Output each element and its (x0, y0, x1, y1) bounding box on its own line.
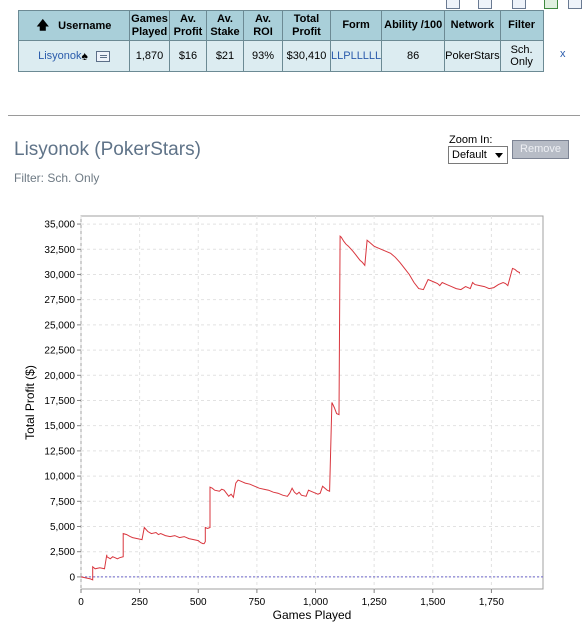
y-tick-label: 25,000 (44, 320, 75, 331)
header-form[interactable]: Form (329, 10, 383, 41)
table-row: Lisyonok♠ 1,870 $16 $21 93% $30,410 LLPL… (18, 40, 544, 72)
y-axis: 0 2,500 5,000 7,500 10,000 12,500 15,000 17,500… (44, 220, 81, 583)
y-tick-label: 15,000 (44, 421, 75, 432)
remove-row-link[interactable]: x (560, 48, 566, 60)
x-tick-label: 750 (249, 597, 266, 608)
copy-icon[interactable] (512, 0, 526, 9)
y-tick-label: 35,000 (44, 220, 75, 231)
header-username: Username (58, 19, 112, 32)
header-total-line2: Profit (292, 25, 321, 38)
header-total-profit[interactable]: Total Profit (282, 10, 331, 41)
y-axis-label: Total Profit ($) (23, 365, 37, 440)
y-tick-label: 0 (69, 572, 75, 583)
y-tick-label: 27,500 (44, 295, 75, 306)
refresh-icon[interactable] (544, 0, 558, 9)
poker-site-icon: ♠ (81, 49, 88, 63)
y-tick-label: 20,000 (44, 371, 75, 382)
save-icon[interactable] (568, 0, 582, 9)
chevron-down-icon[interactable] (495, 153, 503, 158)
series-line (80, 235, 520, 581)
zoom-value: Default (452, 149, 487, 161)
form-value[interactable]: LLPLLLLL (329, 40, 383, 72)
remove-button[interactable]: Remove (512, 140, 569, 159)
y-tick-label: 22,500 (44, 346, 75, 357)
y-tick-label: 12,500 (44, 446, 75, 457)
filter-value: Sch. Only (499, 40, 544, 72)
header-games-line2: Played (131, 25, 168, 38)
av-stake-value: $21 (206, 40, 244, 72)
zoom-label: Zoom In: (449, 134, 493, 146)
zoom-select[interactable]: Default (448, 146, 508, 164)
x-tick-label: 1,250 (362, 597, 387, 608)
games-played-value: 1,870 (129, 40, 170, 72)
header-av-profit[interactable]: Av. Profit (169, 10, 207, 41)
header-ability[interactable]: Ability /100 (381, 10, 446, 41)
header-roi-line2: ROI (253, 25, 273, 38)
header-profit-line1: Av. (180, 12, 196, 25)
x-tick-label: 1,500 (420, 597, 445, 608)
header-games-line1: Games (131, 12, 168, 25)
sort-header[interactable]: 🡅 Username (18, 10, 130, 41)
notes-icon[interactable] (95, 50, 110, 62)
header-stake-line1: Av. (217, 12, 233, 25)
y-tick-label: 5,000 (50, 522, 75, 533)
x-tick-label: 0 (78, 597, 84, 608)
x-tick-label: 250 (131, 597, 148, 608)
up-arrow-icon[interactable]: 🡅 (36, 17, 49, 32)
y-tick-label: 32,500 (44, 245, 75, 256)
header-av-roi[interactable]: Av. ROI (243, 10, 283, 41)
header-network[interactable]: Network (444, 10, 501, 41)
header-profit-line2: Profit (173, 25, 203, 38)
av-roi-value: 93% (243, 40, 283, 72)
x-axis: 0 250 500 750 1,000 1,250 1,500 1,750 (78, 589, 504, 608)
x-tick-label: 500 (190, 597, 207, 608)
y-tick-label: 2,500 (50, 547, 75, 558)
player-stats-table: 🡅 Username Games Played Av. Profit Av. Stak… (18, 10, 544, 72)
username-link[interactable]: Lisyonok (38, 49, 82, 62)
header-stake-line2: Stake (210, 25, 240, 38)
ability-value: 86 (381, 40, 446, 72)
filter-label: Filter: Sch. Only (14, 171, 100, 185)
x-axis-label: Games Played (273, 608, 352, 622)
header-roi-line1: Av. (255, 12, 271, 25)
y-tick-label: 7,500 (50, 497, 75, 508)
print-icon[interactable] (446, 0, 460, 9)
toolbar (446, 0, 584, 10)
y-tick-label: 17,500 (44, 396, 75, 407)
y-tick-label: 10,000 (44, 472, 75, 483)
network-value: PokerStars (444, 40, 501, 72)
profit-chart: 0 2,500 5,000 7,500 10,000 12,500 15,000 17,500… (23, 215, 544, 622)
username-cell: Lisyonok♠ (18, 40, 130, 72)
chart-grid (80, 216, 543, 589)
header-total-line1: Total (293, 12, 320, 25)
export-icon[interactable] (478, 0, 492, 9)
header-games-played[interactable]: Games Played (129, 10, 170, 41)
total-profit-value: $30,410 (282, 40, 331, 72)
filter-line1: Sch. (510, 44, 533, 56)
header-av-stake[interactable]: Av. Stake (206, 10, 244, 41)
table-header-row: 🡅 Username Games Played Av. Profit Av. Stak… (18, 10, 544, 41)
filter-line2: Only (510, 56, 533, 68)
header-filter[interactable]: Filter (499, 10, 544, 41)
av-profit-value: $16 (169, 40, 207, 72)
x-tick-label: 1,000 (303, 597, 328, 608)
page-title: Lisyonok (PokerStars) (14, 139, 201, 160)
y-tick-label: 30,000 (44, 270, 75, 281)
section-divider (8, 115, 580, 116)
x-tick-label: 1,750 (479, 597, 504, 608)
